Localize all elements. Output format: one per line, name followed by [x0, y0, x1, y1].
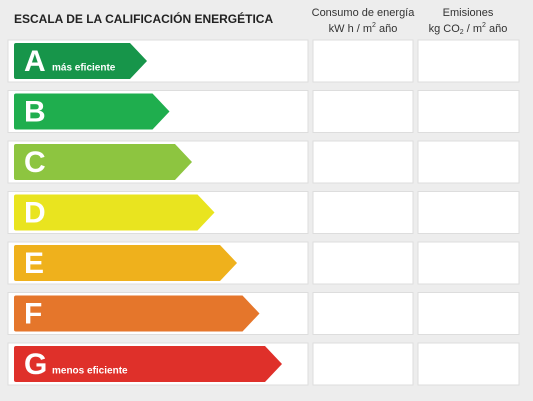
emissions-cell: [417, 342, 520, 386]
rating-arrow: [14, 43, 147, 79]
rating-letter: F: [24, 297, 42, 330]
emissions-cell: [417, 90, 520, 133]
consumption-cell: [312, 292, 414, 335]
rating-letter: G: [24, 348, 47, 381]
consumption-unit: kW h / m2 año: [329, 22, 398, 35]
consumption-cell: [312, 90, 414, 133]
unit-text: año: [486, 23, 507, 35]
consumption-header: Consumo de energía: [312, 7, 416, 19]
emissions-cell: [417, 191, 520, 234]
rating-note: menos eficiente: [52, 366, 128, 377]
unit-sup: 2: [372, 22, 376, 29]
unit-sub: 2: [460, 29, 464, 36]
consumption-cell: [312, 241, 414, 285]
consumption-cell: [312, 39, 414, 83]
unit-text: kg CO: [429, 23, 461, 35]
rating-arrow: [14, 295, 260, 332]
emissions-cell: [417, 39, 520, 83]
rating-note: más eficiente: [52, 63, 116, 74]
rating-letter: A: [24, 45, 46, 78]
unit-text: año: [376, 23, 397, 35]
emissions-unit: kg CO2 / m2 año: [429, 22, 508, 36]
title: ESCALA DE LA CALIFICACIÓN ENERGÉTICA: [14, 11, 273, 26]
rating-letter: B: [24, 95, 46, 128]
consumption-cell: [312, 191, 414, 234]
emissions-cell: [417, 292, 520, 335]
unit-sup: 2: [482, 22, 486, 29]
consumption-cell: [312, 140, 414, 184]
rating-arrow: [14, 144, 192, 180]
rating-arrow: [14, 245, 237, 281]
rating-letter: C: [24, 146, 46, 179]
unit-text: kW h / m: [329, 23, 372, 35]
rating-letter: E: [24, 247, 44, 280]
consumption-cell: [312, 342, 414, 386]
rating-letter: D: [24, 196, 46, 229]
rating-arrow: [14, 194, 215, 231]
unit-text: / m: [464, 23, 482, 35]
emissions-cell: [417, 140, 520, 184]
emissions-cell: [417, 241, 520, 285]
emissions-header: Emisiones: [443, 7, 494, 19]
rating-arrow: [14, 346, 282, 382]
rating-arrow: [14, 93, 170, 130]
